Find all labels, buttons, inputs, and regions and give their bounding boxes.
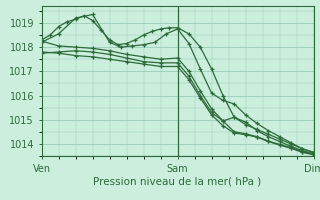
X-axis label: Pression niveau de la mer( hPa ): Pression niveau de la mer( hPa ) bbox=[93, 176, 262, 186]
